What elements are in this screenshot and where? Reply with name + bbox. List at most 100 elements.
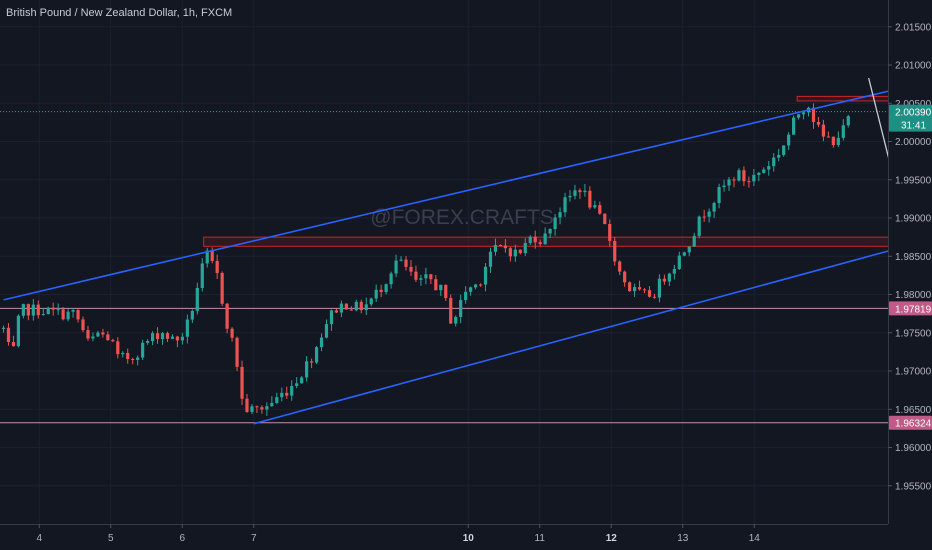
y-tick-label: 1.96000: [895, 443, 932, 454]
candle-body: [250, 406, 254, 412]
countdown-label: 31:41: [901, 121, 926, 132]
candle-body: [598, 205, 602, 214]
x-tick-label: 5: [108, 533, 114, 544]
candle-body: [260, 407, 264, 410]
candle-body: [787, 134, 791, 146]
candle-body: [628, 282, 632, 292]
candle-body: [61, 309, 65, 320]
candle-body: [459, 300, 463, 317]
candle-body: [86, 330, 90, 339]
candle-body: [717, 187, 721, 204]
candle-body: [841, 125, 845, 138]
candle-body: [518, 249, 522, 254]
candle-body: [205, 250, 209, 264]
x-tick-label: 11: [535, 533, 546, 544]
y-tick-label: 2.00000: [895, 137, 932, 148]
candle-body: [146, 340, 150, 343]
candle-body: [637, 287, 642, 290]
candle-body: [483, 266, 488, 285]
candle-body: [121, 352, 125, 355]
candle-body: [722, 185, 726, 188]
candle-body: [344, 303, 348, 310]
candle-body: [290, 385, 294, 396]
grid: [0, 0, 888, 524]
candle-body: [647, 290, 652, 297]
candle-body: [846, 116, 850, 126]
y-tick-label: 1.97000: [895, 367, 932, 378]
y-tick-label: 1.95500: [895, 481, 932, 492]
candle-body: [811, 107, 816, 123]
candle-body: [508, 248, 512, 257]
candle-body: [454, 316, 458, 324]
candle-body: [757, 172, 761, 175]
channel-lower-line: [253, 238, 932, 425]
candle-body: [51, 307, 55, 310]
candle-body: [543, 233, 547, 245]
candle-body: [632, 287, 637, 292]
y-tick-label: 2.01000: [895, 61, 932, 72]
candle-body: [702, 216, 706, 218]
candle-body: [821, 124, 826, 137]
candle-body: [359, 301, 363, 311]
candle-body: [801, 112, 806, 115]
candle-body: [235, 337, 239, 367]
candle-body: [618, 261, 622, 272]
candle-body: [21, 304, 25, 316]
candle-body: [767, 166, 771, 170]
candle-body: [329, 310, 334, 325]
y-tick-label: 1.96500: [895, 405, 932, 416]
candle-body: [752, 174, 756, 182]
price-axis-background: [888, 0, 932, 550]
candle-body: [101, 332, 105, 335]
level-price-tag: [889, 301, 932, 316]
x-tick-label: 14: [749, 533, 761, 544]
time-axis-background: [0, 524, 888, 550]
candle-body: [379, 289, 383, 293]
candle-body: [319, 337, 324, 348]
candle-body: [469, 287, 473, 292]
candle-body: [434, 279, 438, 291]
candle-body: [548, 229, 552, 234]
candle-body: [66, 311, 70, 320]
current-price-tag: [889, 104, 932, 132]
y-tick-label: 1.97500: [895, 328, 932, 339]
candle-body: [295, 383, 299, 386]
candle-body: [419, 278, 423, 280]
candle-body: [354, 301, 358, 311]
candle-body: [796, 114, 801, 118]
candle-body: [369, 298, 373, 305]
y-tick-label: 1.99500: [895, 175, 932, 186]
level-price-tag-label: 1.97819: [895, 304, 932, 315]
candle-body: [429, 274, 433, 280]
candle-body: [662, 278, 667, 282]
candle-body: [339, 303, 344, 313]
candle-body: [697, 216, 701, 236]
candle-body: [141, 342, 145, 358]
candle-body: [608, 224, 612, 241]
channel-upper-line: [3, 80, 932, 301]
candle-body: [200, 263, 204, 289]
candle-body: [816, 122, 821, 125]
candle-body: [657, 278, 662, 298]
candle-body: [712, 203, 716, 212]
candle-body: [588, 190, 592, 208]
candle-body: [11, 342, 16, 347]
candle-body: [513, 249, 517, 257]
candle-body: [106, 334, 110, 341]
candle-body: [81, 319, 85, 331]
candle-body: [613, 240, 617, 262]
candle-body: [6, 327, 11, 343]
candle-body: [155, 333, 160, 340]
candle-body: [275, 397, 279, 403]
candle-body: [41, 314, 45, 316]
candle-body: [732, 179, 736, 181]
candle-body: [747, 181, 751, 183]
candle-body: [56, 309, 60, 311]
candle-body: [424, 274, 428, 279]
candle-body: [642, 289, 647, 291]
candle-body: [677, 255, 681, 270]
y-tick-label: 1.98500: [895, 252, 932, 263]
